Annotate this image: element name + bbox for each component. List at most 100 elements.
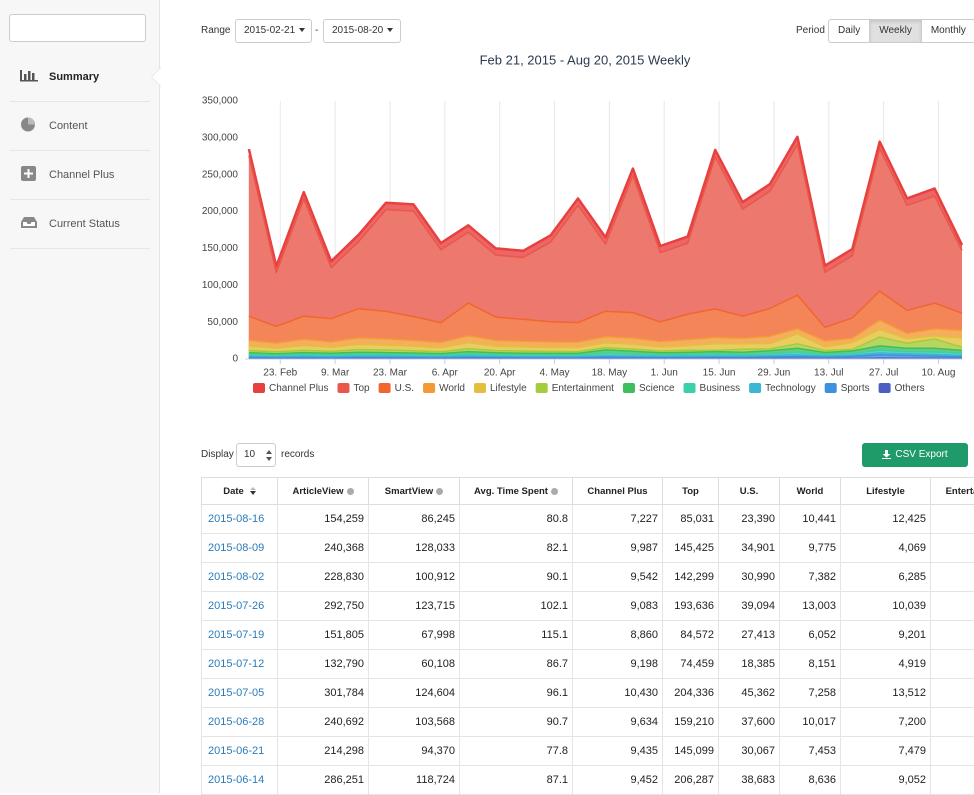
table-cell: 74,459 xyxy=(663,650,719,679)
table-cell: 228,830 xyxy=(278,563,369,592)
table-cell: 39,094 xyxy=(719,592,780,621)
column-header: Date xyxy=(202,478,278,505)
date-cell[interactable]: 2015-06-14 xyxy=(202,766,278,795)
date-cell[interactable]: 2015-07-12 xyxy=(202,650,278,679)
table-cell: 96.1 xyxy=(460,679,573,708)
y-tick-label: 150,000 xyxy=(202,243,239,254)
table-cell: 90.7 xyxy=(460,708,573,737)
chart: Feb 21, 2015 - Aug 20, 2015 Weekly 050,0… xyxy=(0,0,974,410)
x-tick-label: 15. Jun xyxy=(703,368,736,379)
chart-title: Feb 21, 2015 - Aug 20, 2015 Weekly xyxy=(480,52,691,67)
table-cell: 286,251 xyxy=(278,766,369,795)
sort-up xyxy=(250,487,256,490)
table-cell: 37,600 xyxy=(719,708,780,737)
date-cell[interactable]: 2015-07-05 xyxy=(202,679,278,708)
table-cell: 240,368 xyxy=(278,534,369,563)
column-header-label: Date xyxy=(223,486,244,497)
column-header: Lifestyle xyxy=(841,478,931,505)
table-cell: 10,039 xyxy=(841,592,931,621)
table-cell: 10,430 xyxy=(573,679,663,708)
column-header: Top xyxy=(663,478,719,505)
table-cell: 9,198 xyxy=(573,650,663,679)
table-cell: 9,987 xyxy=(573,534,663,563)
table-cell: 18,385 xyxy=(719,650,780,679)
date-cell[interactable]: 2015-06-21 xyxy=(202,737,278,766)
legend-label: Entertainment xyxy=(552,383,614,394)
table-cell: 115.1 xyxy=(460,621,573,650)
table-cell: 87.1 xyxy=(460,766,573,795)
date-cell[interactable]: 2015-08-09 xyxy=(202,534,278,563)
sort-icon[interactable] xyxy=(250,487,256,495)
page-size: 10 xyxy=(244,449,255,460)
table-cell: 9,634 xyxy=(573,708,663,737)
x-tick-label: 6. Apr xyxy=(432,368,459,379)
table-cell: 9,542 xyxy=(573,563,663,592)
column-header: World xyxy=(780,478,841,505)
table-cell: 13,512 xyxy=(841,679,931,708)
table-cell: 80.8 xyxy=(460,505,573,534)
y-tick-label: 100,000 xyxy=(202,280,239,291)
date-cell[interactable]: 2015-08-02 xyxy=(202,563,278,592)
page-size-select[interactable]: 10 xyxy=(236,443,276,467)
date-cell[interactable]: 2015-08-16 xyxy=(202,505,278,534)
date-cell[interactable]: 2015-07-19 xyxy=(202,621,278,650)
y-tick-label: 50,000 xyxy=(207,317,238,328)
x-tick-label: 27. Jul xyxy=(869,368,898,379)
table-cell: 100,912 xyxy=(369,563,460,592)
legend-swatch xyxy=(749,383,761,393)
sort-down xyxy=(250,491,256,495)
table-cell: 12,65 xyxy=(931,534,974,563)
table-cell: 9,452 xyxy=(573,766,663,795)
table-cell: 151,805 xyxy=(278,621,369,650)
table-cell: 86,245 xyxy=(369,505,460,534)
csv-export-label: CSV Export xyxy=(895,449,947,460)
x-tick-label: 29. Jun xyxy=(758,368,791,379)
table-cell: 84,572 xyxy=(663,621,719,650)
download-icon xyxy=(882,450,891,459)
table-cell: 90.1 xyxy=(460,563,573,592)
legend-swatch xyxy=(684,383,696,393)
table-cell: 7,382 xyxy=(780,563,841,592)
legend-swatch xyxy=(337,383,349,393)
table-cell: 2,57 xyxy=(931,708,974,737)
table-cell: 86.7 xyxy=(460,650,573,679)
records-label: records xyxy=(281,449,314,460)
table-cell: 4,069 xyxy=(841,534,931,563)
info-icon xyxy=(436,488,443,495)
table-cell: 30,990 xyxy=(719,563,780,592)
column-header-label: U.S. xyxy=(740,486,758,497)
table-cell: 6,052 xyxy=(780,621,841,650)
legend-label: U.S. xyxy=(395,383,414,394)
column-header: Avg. Time Spent xyxy=(460,478,573,505)
legend-label: Top xyxy=(353,383,370,394)
date-cell[interactable]: 2015-06-28 xyxy=(202,708,278,737)
x-tick-label: 23. Mar xyxy=(373,368,408,379)
table-cell: 9,201 xyxy=(841,621,931,650)
x-tick-label: 10. Aug xyxy=(922,368,956,379)
table-cell: 145,425 xyxy=(663,534,719,563)
table-cell: 23,390 xyxy=(719,505,780,534)
legend-label: Science xyxy=(639,383,675,394)
csv-export-button[interactable]: CSV Export xyxy=(862,443,968,467)
column-header-label: ArticleView xyxy=(292,486,343,497)
table-cell: 7,453 xyxy=(780,737,841,766)
legend-label: Channel Plus xyxy=(269,383,328,394)
table-cell: 124,604 xyxy=(369,679,460,708)
column-header-label: Avg. Time Spent xyxy=(474,486,548,497)
table-cell: 128,033 xyxy=(369,534,460,563)
table-cell: 292,750 xyxy=(278,592,369,621)
x-tick-label: 20. Apr xyxy=(484,368,516,379)
date-cell[interactable]: 2015-07-26 xyxy=(202,592,278,621)
table-cell: 30,067 xyxy=(719,737,780,766)
table-cell: 7,200 xyxy=(841,708,931,737)
column-header-label: World xyxy=(797,486,824,497)
